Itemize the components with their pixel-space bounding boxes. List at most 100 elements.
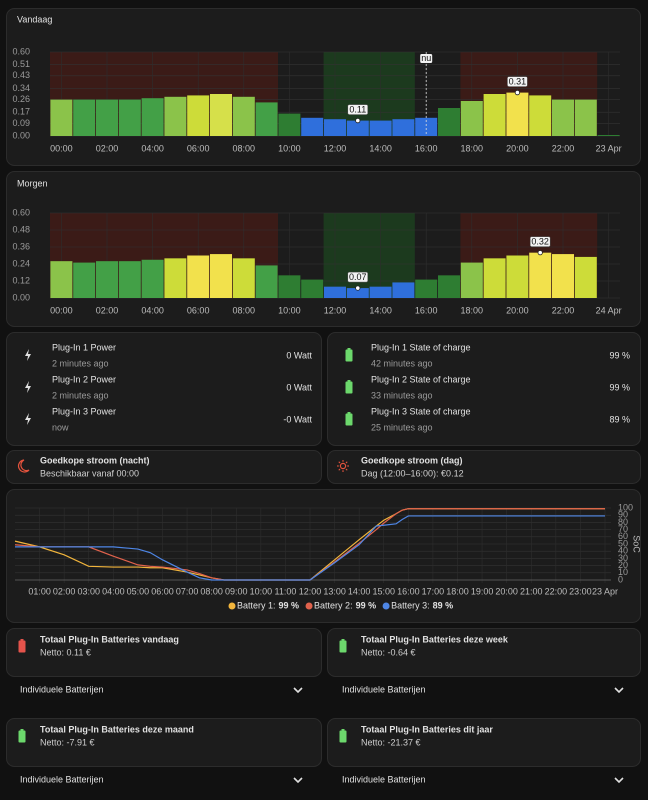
bar bbox=[96, 99, 118, 136]
bar bbox=[392, 119, 415, 136]
x-tick-label: 14:00 bbox=[348, 586, 371, 596]
bar bbox=[96, 261, 118, 298]
x-tick-label: 10:00 bbox=[278, 143, 301, 153]
icon-chevron[interactable] bbox=[614, 687, 624, 694]
x-tick-label: 20:00 bbox=[495, 586, 518, 596]
card-cheap-night[interactable] bbox=[6, 450, 322, 484]
x-tick-label: 02:00 bbox=[53, 586, 76, 596]
bar bbox=[552, 99, 574, 136]
y-tick-label: 0.12 bbox=[12, 275, 30, 285]
card-cheap-day[interactable] bbox=[327, 450, 641, 484]
y-tick-label: 0.36 bbox=[12, 241, 30, 251]
x-tick-label: 02:00 bbox=[96, 143, 119, 153]
legend-swatch[interactable] bbox=[228, 602, 236, 610]
legend-label[interactable]: Battery 2: bbox=[314, 600, 353, 610]
bar bbox=[164, 96, 187, 136]
icon-chevron[interactable] bbox=[293, 687, 303, 694]
expander-label[interactable]: Individuele Batterijen bbox=[20, 774, 104, 784]
bar bbox=[506, 255, 529, 298]
y-tick-label: 0.43 bbox=[12, 70, 30, 80]
card-total[interactable] bbox=[6, 628, 322, 677]
bar bbox=[255, 102, 278, 136]
y-tick-label: 0.60 bbox=[12, 207, 30, 217]
bar bbox=[118, 261, 141, 298]
x-tick-label: 15:00 bbox=[372, 586, 395, 596]
total-detail: Netto: -0.64 € bbox=[361, 647, 416, 657]
cheap-title[interactable]: Goedkope stroom (dag) bbox=[361, 455, 463, 465]
entity-state: -0 Watt bbox=[283, 414, 312, 424]
y-tick-label: 0.24 bbox=[12, 258, 30, 268]
y2-tick-label: 80 bbox=[618, 517, 628, 527]
card-soc bbox=[327, 332, 641, 446]
entity-time: now bbox=[52, 422, 69, 432]
card-total[interactable] bbox=[327, 628, 641, 677]
x-tick-label: 06:00 bbox=[187, 143, 210, 153]
icon-bolt bbox=[25, 349, 31, 361]
legend-label[interactable]: Battery 1: bbox=[237, 600, 276, 610]
bar bbox=[529, 95, 552, 136]
card-title: Morgen bbox=[17, 178, 48, 188]
y2-tick-label: 60 bbox=[618, 531, 628, 541]
total-title[interactable]: Totaal Plug-In Batteries vandaag bbox=[40, 634, 179, 644]
x-tick-label: 18:00 bbox=[461, 305, 484, 315]
x-tick-label: 10:00 bbox=[250, 586, 273, 596]
icon-battery bbox=[345, 381, 353, 394]
icon-chevron[interactable] bbox=[614, 777, 624, 784]
bar bbox=[278, 113, 301, 136]
bar bbox=[50, 261, 73, 298]
icon-battery bbox=[347, 348, 351, 350]
expander-label[interactable]: Individuele Batterijen bbox=[342, 774, 426, 784]
legend-value[interactable]: 99 % bbox=[356, 600, 377, 610]
x-tick-label: 13:00 bbox=[323, 586, 346, 596]
card-total[interactable] bbox=[6, 718, 322, 767]
entity-name[interactable]: Plug-In 3 State of charge bbox=[371, 406, 471, 416]
entity-name[interactable]: Plug-In 1 Power bbox=[52, 342, 116, 352]
y2-tick-label: 50 bbox=[618, 538, 628, 548]
expander-label[interactable]: Individuele Batterijen bbox=[342, 684, 426, 694]
total-title[interactable]: Totaal Plug-In Batteries deze week bbox=[361, 634, 509, 644]
icon-battery bbox=[339, 730, 347, 743]
x-tick-label: 23 Apr bbox=[596, 143, 622, 153]
bar bbox=[529, 252, 552, 298]
total-title[interactable]: Totaal Plug-In Batteries deze maand bbox=[40, 724, 194, 734]
bar bbox=[483, 94, 506, 136]
entity-name[interactable]: Plug-In 2 Power bbox=[52, 374, 116, 384]
y-tick-label: 0.26 bbox=[12, 94, 30, 104]
entity-name[interactable]: Plug-In 1 State of charge bbox=[371, 342, 471, 352]
y-tick-label: 0.34 bbox=[12, 83, 30, 93]
x-tick-label: 17:00 bbox=[422, 586, 445, 596]
icon-moon bbox=[18, 459, 30, 473]
x-tick-label: 04:00 bbox=[102, 586, 125, 596]
legend-value[interactable]: 89 % bbox=[433, 600, 454, 610]
entity-name[interactable]: Plug-In 3 Power bbox=[52, 406, 116, 416]
total-title[interactable]: Totaal Plug-In Batteries dit jaar bbox=[361, 724, 493, 734]
entity-state: 0 Watt bbox=[286, 350, 312, 360]
icon-sun bbox=[339, 462, 347, 470]
entity-name[interactable]: Plug-In 2 State of charge bbox=[371, 374, 471, 384]
icon-chevron[interactable] bbox=[293, 777, 303, 784]
x-tick-label: 20:00 bbox=[506, 143, 529, 153]
legend-swatch[interactable] bbox=[382, 602, 390, 610]
x-tick-label: 21:00 bbox=[520, 586, 543, 596]
legend-swatch[interactable] bbox=[305, 602, 313, 610]
x-tick-label: 22:00 bbox=[552, 143, 575, 153]
y-tick-label: 0.17 bbox=[12, 107, 30, 117]
legend-label[interactable]: Battery 3: bbox=[391, 600, 430, 610]
entity-time: 33 minutes ago bbox=[371, 390, 433, 400]
legend-value[interactable]: 99 % bbox=[279, 600, 300, 610]
bar bbox=[210, 94, 232, 136]
bar bbox=[141, 98, 164, 136]
price-region bbox=[460, 213, 598, 298]
cheap-detail: Beschikbaar vanaf 00:00 bbox=[40, 468, 139, 478]
x-tick-label: 16:00 bbox=[397, 586, 420, 596]
bar bbox=[346, 120, 369, 136]
bar bbox=[369, 286, 392, 298]
expander-label[interactable]: Individuele Batterijen bbox=[20, 684, 104, 694]
entity-time: 2 minutes ago bbox=[52, 390, 109, 400]
total-detail: Netto: 0.11 € bbox=[40, 647, 91, 657]
card-total[interactable] bbox=[327, 718, 641, 767]
cheap-title[interactable]: Goedkope stroom (nacht) bbox=[40, 455, 150, 465]
value-label: 0.11 bbox=[349, 104, 366, 114]
x-tick-label: 12:00 bbox=[324, 305, 347, 315]
bar bbox=[164, 258, 187, 298]
